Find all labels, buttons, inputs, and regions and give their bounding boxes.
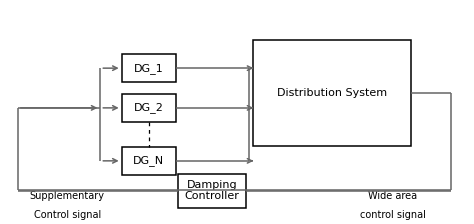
Text: Supplementary: Supplementary	[30, 191, 105, 201]
FancyBboxPatch shape	[121, 94, 176, 122]
Text: control signal: control signal	[360, 210, 426, 220]
Text: DG_N: DG_N	[133, 155, 164, 166]
Text: Wide area: Wide area	[368, 191, 417, 201]
Text: Control signal: Control signal	[34, 210, 101, 220]
Text: Distribution System: Distribution System	[277, 88, 387, 98]
FancyBboxPatch shape	[121, 147, 176, 175]
Text: DG_2: DG_2	[134, 102, 164, 113]
FancyBboxPatch shape	[121, 54, 176, 82]
Text: DG_1: DG_1	[134, 63, 164, 74]
FancyBboxPatch shape	[254, 40, 411, 146]
FancyBboxPatch shape	[178, 174, 246, 208]
Text: Damping
Controller: Damping Controller	[185, 180, 240, 201]
